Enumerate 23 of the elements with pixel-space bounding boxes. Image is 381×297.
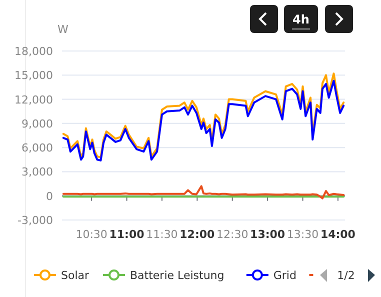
y-tick-label: 12,000 xyxy=(14,93,53,106)
line-series xyxy=(62,185,345,200)
x-tick-label: 11:00 xyxy=(109,228,145,241)
y-tick-label: 9,000 xyxy=(22,117,53,130)
x-tick-label: 12:30 xyxy=(216,228,248,241)
x-tick-label: 14:00 xyxy=(320,228,356,241)
x-tick-label: 10:30 xyxy=(76,228,108,241)
legend-label: Solar xyxy=(61,269,90,282)
y-tick-label: -3,000 xyxy=(18,214,53,227)
x-tick-label: 13:30 xyxy=(286,228,319,241)
y-tick-label: 3,000 xyxy=(22,166,53,179)
y-tick-label: 6,000 xyxy=(22,142,53,155)
legend-label: Batterie Leistung xyxy=(130,269,224,282)
legend-label: Grid xyxy=(273,269,296,282)
x-tick-label: 11:30 xyxy=(146,228,178,241)
x-tick-label: 12:00 xyxy=(180,228,216,241)
y-tick-label: 15,000 xyxy=(14,69,53,82)
y-tick-label: 18,000 xyxy=(14,45,53,58)
y-tick-label: 0 xyxy=(46,190,53,203)
text: 4h xyxy=(292,12,310,26)
y-axis-title: W xyxy=(58,23,69,36)
text: 1/2 xyxy=(337,269,355,282)
x-tick-label: 13:00 xyxy=(250,228,286,241)
